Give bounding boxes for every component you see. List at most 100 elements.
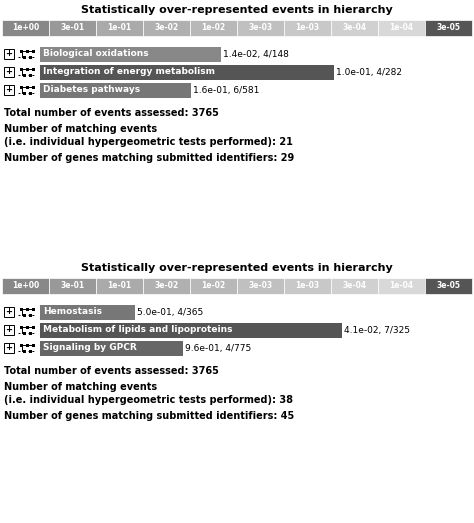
Bar: [237, 278, 284, 294]
Text: 3e-05: 3e-05: [437, 24, 461, 32]
Text: Total number of events assessed: 3765: Total number of events assessed: 3765: [4, 108, 219, 118]
Bar: [331, 20, 378, 36]
Text: Signaling by GPCR: Signaling by GPCR: [43, 344, 137, 353]
Bar: [49, 20, 96, 36]
Bar: [24, 313, 27, 316]
Text: Hemostasis: Hemostasis: [43, 308, 102, 316]
Bar: [4, 325, 14, 335]
Bar: [4, 67, 14, 77]
Bar: [24, 349, 27, 353]
Bar: [425, 20, 472, 36]
Bar: [40, 83, 191, 97]
Bar: [284, 278, 331, 294]
Text: 4.1e-02, 7/325: 4.1e-02, 7/325: [345, 325, 410, 335]
Text: 1e+00: 1e+00: [12, 24, 39, 32]
Bar: [24, 92, 27, 95]
Bar: [33, 344, 36, 347]
Text: 9.6e-01, 4/775: 9.6e-01, 4/775: [184, 344, 251, 353]
Text: (i.e. individual hypergeometric tests performed): 38: (i.e. individual hypergeometric tests pe…: [4, 395, 293, 405]
Bar: [27, 50, 29, 52]
Bar: [33, 308, 36, 311]
Bar: [284, 20, 331, 36]
Text: Statistically over-represented events in hierarchy: Statistically over-represented events in…: [81, 263, 393, 273]
Bar: [143, 20, 190, 36]
Text: 1.4e-02, 4/148: 1.4e-02, 4/148: [223, 50, 289, 59]
Bar: [143, 278, 190, 294]
Text: 1.0e-01, 4/282: 1.0e-01, 4/282: [336, 67, 402, 76]
Bar: [20, 50, 24, 52]
Text: +: +: [6, 85, 12, 95]
Text: 1e-01: 1e-01: [108, 281, 132, 290]
Text: 3e-03: 3e-03: [248, 24, 273, 32]
Text: 3e-01: 3e-01: [61, 24, 84, 32]
Text: Number of matching events: Number of matching events: [4, 124, 157, 134]
Text: 3e-02: 3e-02: [155, 281, 179, 290]
Text: 3e-04: 3e-04: [342, 281, 366, 290]
Text: 3e-05: 3e-05: [437, 281, 461, 290]
Bar: [27, 344, 29, 347]
Bar: [40, 304, 135, 320]
Bar: [29, 74, 33, 76]
Text: +: +: [6, 67, 12, 76]
Bar: [27, 325, 29, 328]
Bar: [29, 332, 33, 335]
Bar: [4, 343, 14, 353]
Bar: [29, 349, 33, 353]
Bar: [33, 67, 36, 71]
Text: 1e-03: 1e-03: [295, 281, 319, 290]
Bar: [40, 47, 221, 62]
Bar: [20, 308, 24, 311]
Bar: [2, 20, 49, 36]
Bar: [4, 85, 14, 95]
Bar: [190, 278, 237, 294]
Text: Biological oxidations: Biological oxidations: [43, 50, 149, 59]
Text: Diabetes pathways: Diabetes pathways: [43, 85, 140, 95]
Text: +: +: [6, 308, 12, 316]
Text: Integration of energy metabolism: Integration of energy metabolism: [43, 67, 215, 76]
Bar: [29, 313, 33, 316]
Bar: [237, 20, 284, 36]
Text: +: +: [6, 50, 12, 59]
Text: Number of matching events: Number of matching events: [4, 382, 157, 392]
Bar: [27, 85, 29, 88]
Text: 1.6e-01, 6/581: 1.6e-01, 6/581: [193, 85, 260, 95]
Bar: [378, 278, 425, 294]
Bar: [96, 20, 143, 36]
Text: 1e-04: 1e-04: [390, 24, 413, 32]
Bar: [27, 67, 29, 71]
Bar: [24, 55, 27, 59]
Text: 3e-01: 3e-01: [61, 281, 84, 290]
Text: 3e-04: 3e-04: [342, 24, 366, 32]
Text: +: +: [6, 325, 12, 335]
Bar: [4, 49, 14, 59]
Bar: [20, 325, 24, 328]
Bar: [96, 278, 143, 294]
Bar: [331, 278, 378, 294]
Bar: [20, 67, 24, 71]
Bar: [378, 20, 425, 36]
Text: Number of genes matching submitted identifiers: 45: Number of genes matching submitted ident…: [4, 411, 294, 421]
Bar: [40, 64, 334, 79]
Bar: [33, 325, 36, 328]
Text: Total number of events assessed: 3765: Total number of events assessed: 3765: [4, 366, 219, 376]
Bar: [24, 332, 27, 335]
Bar: [40, 340, 182, 356]
Bar: [425, 278, 472, 294]
Bar: [33, 50, 36, 52]
Bar: [27, 308, 29, 311]
Text: Number of genes matching submitted identifiers: 29: Number of genes matching submitted ident…: [4, 153, 294, 163]
Bar: [29, 92, 33, 95]
Bar: [40, 323, 342, 337]
Text: (i.e. individual hypergeometric tests performed): 21: (i.e. individual hypergeometric tests pe…: [4, 137, 293, 147]
Bar: [29, 55, 33, 59]
Text: 5.0e-01, 4/365: 5.0e-01, 4/365: [137, 308, 203, 316]
Text: 1e-02: 1e-02: [201, 281, 226, 290]
Text: 1e-03: 1e-03: [295, 24, 319, 32]
Bar: [190, 20, 237, 36]
Text: 1e-04: 1e-04: [390, 281, 413, 290]
Text: +: +: [6, 344, 12, 353]
Text: 1e-01: 1e-01: [108, 24, 132, 32]
Bar: [20, 344, 24, 347]
Bar: [4, 307, 14, 317]
Text: 3e-02: 3e-02: [155, 24, 179, 32]
